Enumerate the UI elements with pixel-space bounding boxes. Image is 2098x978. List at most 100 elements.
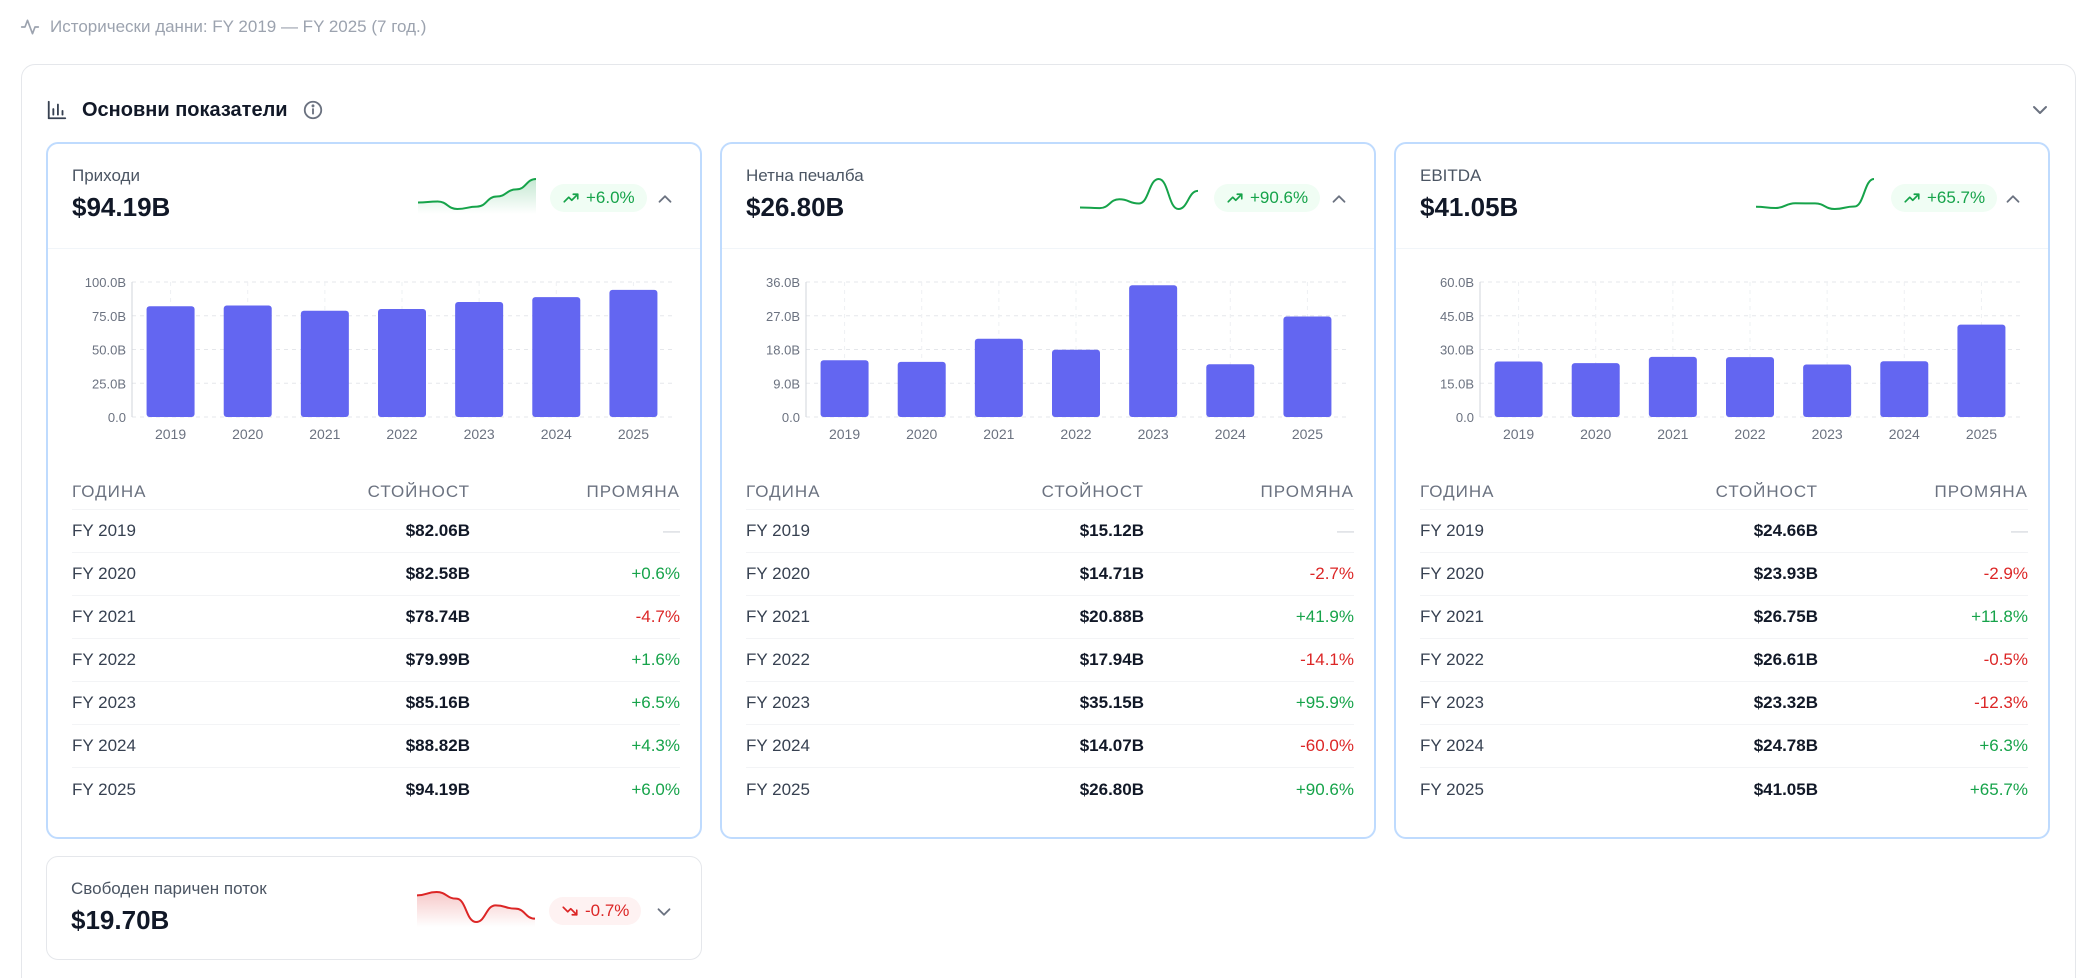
x-tick-label: 2024	[541, 426, 572, 442]
bar[interactable]	[1206, 364, 1255, 417]
column-header-change: ПРОМЯНА	[586, 481, 680, 501]
chevron-up-icon[interactable]	[2002, 188, 2024, 210]
table-row: FY 2020 $23.93B -2.9%	[1420, 553, 2028, 596]
bar[interactable]	[609, 289, 658, 417]
bar[interactable]	[1283, 316, 1332, 418]
table-row: FY 2021 $78.74B -4.7%	[72, 596, 680, 639]
row-change: +11.8%	[1971, 607, 2028, 626]
card-divider	[1396, 248, 2048, 249]
bar[interactable]	[223, 305, 272, 417]
bar[interactable]	[820, 360, 869, 417]
chevron-down-icon[interactable]	[653, 901, 675, 923]
x-tick-label: 2019	[155, 426, 186, 442]
row-change: -4.7%	[635, 607, 680, 626]
bar-chart: 0.0 9.0B 18.0B 27.0B 36.0B 2019 2020 2021 2022 20…	[766, 275, 1346, 442]
row-value: $26.61B	[1753, 650, 1818, 669]
row-change: +4.3%	[631, 736, 680, 755]
row-value: $17.94B	[1079, 650, 1144, 669]
row-value: $35.15B	[1079, 693, 1144, 712]
column-header-year: ГОДИНА	[746, 481, 821, 501]
bar[interactable]	[1129, 285, 1178, 417]
x-tick-label: 2019	[829, 426, 860, 442]
table-row: FY 2020 $82.58B +0.6%	[72, 553, 680, 596]
y-tick-label: 75.0B	[92, 309, 126, 324]
bar[interactable]	[1052, 349, 1100, 417]
table-row: FY 2024 $14.07B -60.0%	[746, 725, 1354, 768]
bar[interactable]	[1880, 361, 1929, 417]
bar[interactable]	[1726, 357, 1774, 417]
change-badge: +6.0%	[550, 184, 647, 212]
x-tick-label: 2022	[1060, 426, 1091, 442]
row-change: -2.7%	[1309, 564, 1354, 583]
row-value: $14.71B	[1079, 564, 1144, 583]
x-tick-label: 2022	[1734, 426, 1765, 442]
row-value: $26.80B	[1079, 779, 1144, 799]
x-tick-label: 2021	[983, 426, 1014, 442]
row-change: +1.6%	[631, 650, 680, 669]
bar[interactable]	[146, 306, 195, 417]
sparkline-area	[418, 179, 536, 214]
bar[interactable]	[1648, 356, 1697, 417]
metric-name: Приходи	[72, 166, 140, 185]
x-tick-label: 2024	[1889, 426, 1920, 442]
chevron-up-icon[interactable]	[654, 188, 676, 210]
chevron-down-icon[interactable]	[2028, 98, 2052, 122]
row-value: $23.93B	[1753, 564, 1818, 583]
metric-card[interactable]: Приходи $94.19B +6.0% 0.0 25.0B 50.0B 75.0B 100…	[46, 142, 702, 839]
bar-chart-icon	[47, 100, 67, 120]
table-row: FY 2019 $82.06B —	[72, 510, 680, 553]
sparkline-line	[1080, 177, 1198, 211]
column-header-change: ПРОМЯНА	[1934, 481, 2028, 501]
chevron-up-icon[interactable]	[1328, 188, 1350, 210]
bar[interactable]	[378, 309, 426, 417]
trending-up-icon	[563, 193, 579, 203]
row-year: FY 2020	[1420, 564, 1484, 583]
info-icon[interactable]	[302, 99, 324, 121]
metric-value: $19.70B	[71, 905, 170, 935]
bar[interactable]	[455, 302, 504, 417]
row-change: -60.0%	[1300, 736, 1354, 755]
bar[interactable]	[974, 338, 1023, 417]
metric-card[interactable]: EBITDA $41.05B +65.7% 0.0 15.0B 30.0B 45.0B 60.…	[1394, 142, 2050, 839]
y-tick-label: 50.0B	[92, 343, 126, 358]
historical-range-note: Исторически данни: FY 2019 — FY 2025 (7 …	[20, 14, 426, 40]
bar[interactable]	[300, 310, 349, 417]
trending-down-icon	[562, 906, 578, 916]
table-row: FY 2025 $26.80B +90.6%	[746, 768, 1354, 811]
table-row: FY 2022 $79.99B +1.6%	[72, 639, 680, 682]
card-divider	[722, 248, 1374, 249]
bar[interactable]	[1957, 324, 2006, 417]
table-row: FY 2022 $17.94B -14.1%	[746, 639, 1354, 682]
bar[interactable]	[1803, 364, 1852, 417]
x-tick-label: 2022	[386, 426, 417, 442]
row-year: FY 2019	[72, 521, 136, 540]
metric-card[interactable]: Свободен паричен поток $19.70B -0.7%	[46, 856, 702, 960]
row-change: —	[2011, 521, 2028, 540]
bar[interactable]	[897, 361, 946, 417]
x-tick-label: 2024	[1215, 426, 1246, 442]
column-header-value: СТОЙНОСТ	[367, 481, 470, 501]
bar[interactable]	[532, 297, 581, 417]
y-tick-label: 0.0	[1456, 410, 1474, 425]
card-divider	[48, 248, 700, 249]
row-value: $79.99B	[405, 650, 470, 669]
change-badge-text: +6.0%	[586, 188, 635, 207]
row-change: —	[1337, 521, 1354, 540]
metric-card[interactable]: Нетна печалба $26.80B +90.6% 0.0 9.0B 18.0B 27…	[720, 142, 1376, 839]
row-year: FY 2021	[1420, 607, 1484, 626]
bar[interactable]	[1571, 363, 1620, 417]
row-change: +6.5%	[631, 693, 680, 712]
row-change: -14.1%	[1300, 650, 1354, 669]
row-value: $41.05B	[1753, 779, 1818, 799]
row-year: FY 2022	[1420, 650, 1484, 669]
table-row: FY 2019 $15.12B —	[746, 510, 1354, 553]
bar[interactable]	[1494, 361, 1543, 417]
row-value: $85.16B	[405, 693, 470, 712]
y-tick-label: 30.0B	[1440, 343, 1474, 358]
x-tick-label: 2025	[1966, 426, 1997, 442]
row-value: $26.75B	[1753, 607, 1818, 626]
column-header-year: ГОДИНА	[72, 481, 147, 501]
row-change: +41.9%	[1295, 607, 1354, 626]
row-value: $24.66B	[1753, 521, 1818, 540]
row-year: FY 2025	[746, 779, 810, 799]
